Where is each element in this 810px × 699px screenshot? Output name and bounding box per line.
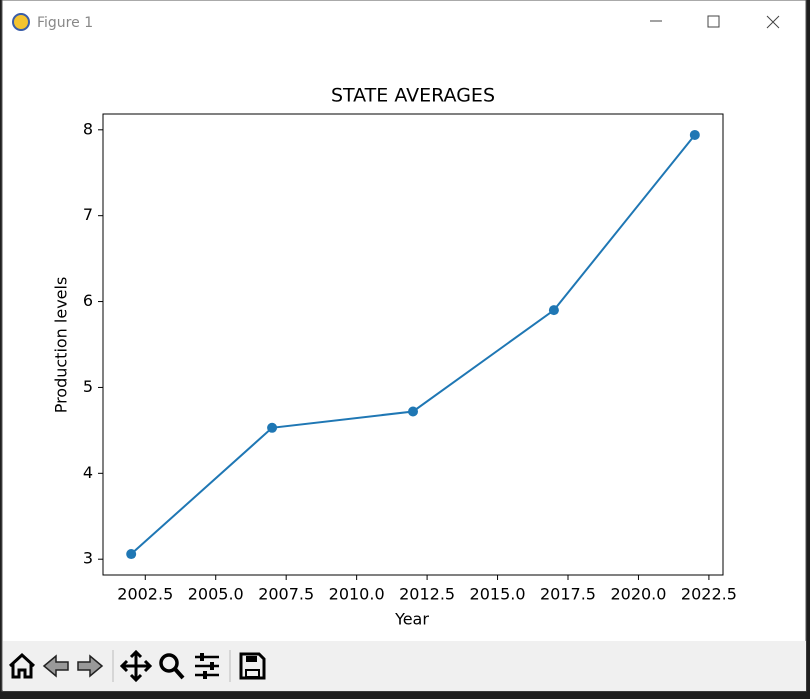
data-point	[548, 305, 559, 316]
app-icon	[12, 13, 30, 31]
zoom-button[interactable]	[159, 653, 179, 673]
save-button[interactable]	[239, 652, 266, 680]
home-button[interactable]	[8, 652, 36, 679]
y-tick-label: 5	[83, 377, 93, 396]
close-button[interactable]	[766, 15, 780, 29]
y-tick-label: 7	[83, 205, 93, 224]
y-tick-label: 8	[83, 119, 93, 138]
x-tick-label: 2017.5	[540, 585, 596, 604]
plot-frame	[102, 113, 724, 576]
back-button[interactable]	[42, 654, 69, 678]
x-tick-label: 2020.0	[610, 585, 666, 604]
x-tick-label: 2007.5	[258, 585, 314, 604]
x-axis-label: Year	[394, 610, 429, 629]
maximize-button[interactable]	[707, 15, 720, 28]
pan-button[interactable]	[119, 649, 153, 683]
x-tick-label: 2015.0	[470, 585, 526, 604]
y-tick-label: 4	[83, 463, 93, 482]
data-point	[126, 549, 137, 560]
x-tick-label: 2005.0	[188, 585, 244, 604]
forward-button[interactable]	[77, 654, 104, 678]
chart: STATE AVERAGES Year Production levels 20…	[52, 85, 737, 629]
data-point	[408, 406, 418, 417]
x-tick-label: 2010.0	[329, 585, 385, 604]
data-point	[267, 422, 278, 433]
x-tick-label: 2002.5	[117, 585, 173, 604]
y-tick-label: 6	[83, 291, 93, 310]
data-point	[689, 129, 700, 140]
x-tick-label: 2022.5	[681, 585, 737, 604]
y-tick-label: 3	[83, 549, 93, 568]
chart-title: STATE AVERAGES	[331, 85, 495, 107]
x-tick-label: 2012.5	[399, 585, 455, 604]
y-axis-label: Production levels	[52, 277, 71, 414]
window-title: Figure 1	[37, 15, 93, 31]
